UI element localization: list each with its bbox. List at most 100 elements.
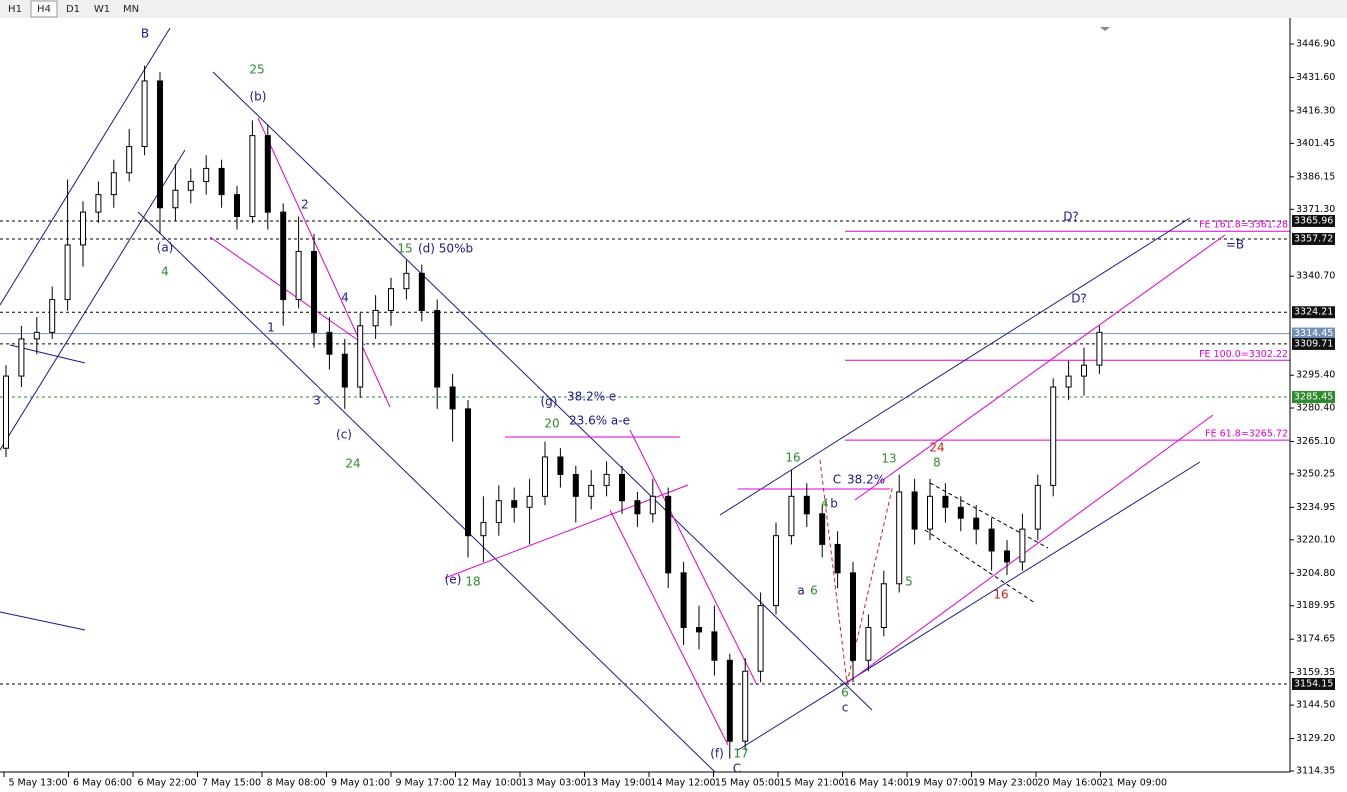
annotations: B 25 (b) 2 (a) 4 15 (d) 50%b 4 1 3 (c) 2… <box>141 27 1244 776</box>
annotation: c <box>842 701 849 715</box>
candle-body <box>542 456 548 497</box>
annotation: 1 <box>267 321 275 335</box>
y-tick-label: 3295.40 <box>1296 370 1335 381</box>
candle-body <box>865 626 872 661</box>
candle-body <box>834 543 841 574</box>
candle-body <box>911 491 918 530</box>
annotation: (b) <box>250 90 267 104</box>
timeframe-active <box>30 0 58 18</box>
candle-body <box>1050 386 1057 486</box>
annotation: 16 <box>785 451 800 465</box>
price-level-box <box>1292 337 1335 350</box>
x-tick-label: 13 May 19:00 <box>586 778 651 789</box>
timeframe-button[interactable]: W1 <box>94 4 110 15</box>
candle-body <box>973 517 980 530</box>
x-tick-label: 9 May 17:00 <box>395 778 454 789</box>
candle-body <box>203 167 210 183</box>
timeframe-button[interactable]: H4 <box>37 4 51 15</box>
annotation: 4 <box>161 265 169 279</box>
annotation: 23.6% a-e <box>569 414 630 428</box>
candle-body <box>1004 550 1010 563</box>
candle-body <box>95 194 102 213</box>
annotation: a <box>797 584 804 598</box>
annotation: 4 <box>821 497 829 511</box>
y-tick-label: 3416.30 <box>1296 105 1335 116</box>
candle-body <box>341 353 348 388</box>
candle-body <box>357 325 364 388</box>
candle-body <box>403 272 410 290</box>
trendline <box>846 414 1214 684</box>
annotation: 6 <box>841 686 849 700</box>
candle-body <box>649 495 656 515</box>
x-tick-label: 5 May 13:00 <box>8 778 67 789</box>
trendline <box>257 117 391 408</box>
candles <box>3 65 1103 759</box>
x-tick-label: 6 May 06:00 <box>73 778 132 789</box>
annotation: 24 <box>929 441 944 455</box>
candle-body <box>157 80 163 209</box>
x-tick-label: 9 May 01:00 <box>331 778 390 789</box>
y-tick-label: 3340.70 <box>1296 271 1335 282</box>
y-tick-label: 3174.65 <box>1296 634 1335 645</box>
candle-body <box>18 338 25 377</box>
annotation: 13 <box>881 452 896 466</box>
annotation: C <box>833 473 841 487</box>
candle-body <box>588 484 595 497</box>
trendline <box>924 529 1036 604</box>
annotation: 38.2% e <box>567 390 616 404</box>
candle-body <box>49 299 56 333</box>
trendline <box>137 211 716 773</box>
timeframe-button[interactable]: D1 <box>66 4 80 15</box>
y-tick-label: 3280.40 <box>1296 403 1335 414</box>
plot-area <box>0 18 1290 772</box>
candle-body <box>603 473 610 486</box>
price-level-label: 3324.21 <box>1294 307 1333 318</box>
annotation: 38.2% <box>847 473 885 487</box>
candle-body <box>1034 484 1041 530</box>
y-tick-label: 3114.35 <box>1296 766 1335 777</box>
annotation: 20 <box>544 417 559 431</box>
candle-body <box>957 506 964 519</box>
candle-body <box>1065 375 1072 388</box>
annotation: 24 <box>345 457 360 471</box>
y-tick-label: 3371.30 <box>1296 204 1335 215</box>
annotation: 6 <box>810 584 818 598</box>
x-tick-label: 20 May 16:00 <box>1037 778 1102 789</box>
price-level-box <box>1292 327 1335 340</box>
candle-body <box>295 250 302 301</box>
annotation: D? <box>1063 210 1079 224</box>
price-level-label: 3365.96 <box>1294 215 1333 226</box>
candle-body <box>434 310 441 388</box>
trendline <box>444 484 689 579</box>
candle-body <box>880 583 887 628</box>
annotation: 2 <box>301 198 309 212</box>
y-tick-label: 3234.95 <box>1296 502 1335 513</box>
annotation: (g) <box>541 395 558 409</box>
candle-body <box>988 528 995 552</box>
trendline <box>854 234 1226 501</box>
x-tick-label: 6 May 22:00 <box>137 778 196 789</box>
fib-label: FE 161.8=3361.28 <box>1199 220 1288 231</box>
trendline <box>212 71 873 711</box>
candle-body <box>449 386 456 410</box>
fib-label: FE 61.8=3265.72 <box>1205 429 1288 440</box>
candle-body <box>634 500 641 515</box>
timeframe-button[interactable]: MN <box>123 4 139 15</box>
x-tick-label: 15 May 21:00 <box>779 778 844 789</box>
x-tick-label: 8 May 08:00 <box>266 778 325 789</box>
candle-body <box>218 167 225 196</box>
candle-body <box>326 331 333 355</box>
x-tick-label: 19 May 07:00 <box>908 778 973 789</box>
annotation: B <box>141 27 149 41</box>
candle-body <box>110 172 117 196</box>
timeframe-bar: H1 H4 D1 W1 MN <box>8 0 139 18</box>
candle-body <box>311 250 317 333</box>
candle-body <box>280 211 287 301</box>
candle-body <box>465 408 471 537</box>
candle-body <box>1019 528 1026 563</box>
x-tick-label: 16 May 14:00 <box>844 778 909 789</box>
timeframe-button[interactable]: H1 <box>8 4 22 15</box>
candle-body <box>418 272 425 312</box>
candle-body <box>896 491 903 585</box>
